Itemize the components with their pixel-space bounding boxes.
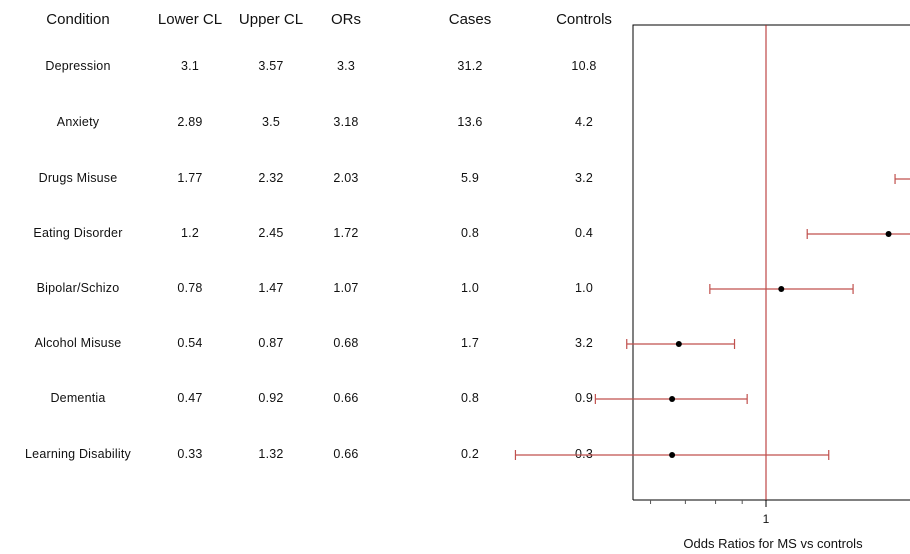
header-ors: ORs — [331, 11, 361, 28]
table-cell: 0.92 — [258, 391, 284, 405]
header-condition: Condition — [46, 11, 110, 28]
table-cell: 0.8 — [461, 391, 479, 405]
data-table: Condition Lower CL Upper CL ORs Cases Control… — [25, 11, 612, 461]
table-cell: 3.1 — [181, 59, 199, 73]
row-label: Alcohol Misuse — [34, 336, 122, 350]
table-cell: 1.77 — [177, 171, 203, 185]
x-tick-label: 1 — [763, 512, 770, 526]
table-cell: 0.66 — [333, 447, 359, 461]
row-label: Anxiety — [56, 115, 100, 129]
table-cell: 3.2 — [575, 171, 593, 185]
table-cell: 0.78 — [177, 281, 203, 295]
table-cell: 31.2 — [457, 59, 483, 73]
row-label: Bipolar/Schizo — [36, 281, 120, 295]
table-cell: 2.32 — [258, 171, 284, 185]
header-controls: Controls — [556, 11, 612, 28]
table-cell: 1.32 — [258, 447, 284, 461]
header-lower-cl: Lower CL — [157, 11, 223, 28]
row-label: Learning Disability — [25, 447, 131, 461]
table-cell: 1.72 — [333, 226, 359, 240]
table-cell: 3.18 — [333, 115, 359, 129]
header-cases: Cases — [448, 11, 492, 28]
or-point — [675, 341, 682, 347]
table-cell: 0.87 — [258, 336, 284, 350]
table-cell: 4.2 — [575, 115, 593, 129]
table-cell: 0.9 — [575, 391, 593, 405]
table-cell: 2.45 — [258, 226, 284, 240]
table-cell: 3.57 — [258, 59, 284, 73]
table-cell: 0.54 — [177, 336, 203, 350]
table-cell: 0.8 — [461, 226, 479, 240]
table-cell: 1.0 — [575, 281, 593, 295]
table-cell: 1.2 — [181, 226, 199, 240]
table-cell: 1.07 — [333, 281, 359, 295]
table-cell: 1.47 — [258, 281, 284, 295]
table-cell: 3.5 — [262, 115, 280, 129]
table-cell: 5.9 — [461, 171, 479, 185]
table-cell: 13.6 — [457, 115, 483, 129]
table-cell: 0.4 — [575, 226, 593, 240]
table-cell: 3.2 — [575, 336, 593, 350]
table-cell: 0.2 — [461, 447, 479, 461]
x-axis-label: Odds Ratios for MS vs controls — [683, 536, 863, 551]
or-point — [669, 452, 676, 458]
table-cell: 0.66 — [333, 391, 359, 405]
table-cell: 2.03 — [333, 171, 359, 185]
row-label: Depression — [45, 59, 111, 73]
row-label: Dementia — [50, 391, 106, 405]
table-cell: 0.3 — [575, 447, 593, 461]
row-label: Drugs Misuse — [38, 171, 118, 185]
table-cell: 2.89 — [177, 115, 203, 129]
table-cell: 1.0 — [461, 281, 479, 295]
table-cell: 3.3 — [337, 59, 355, 73]
table-cell: 1.7 — [461, 336, 479, 350]
table-cell: 10.8 — [571, 59, 597, 73]
or-point — [778, 286, 785, 292]
plot-frame — [632, 24, 910, 500]
table-cell: 0.68 — [333, 336, 359, 350]
table-cell: 0.47 — [177, 391, 203, 405]
header-upper-cl: Upper CL — [238, 11, 304, 28]
row-label: Eating Disorder — [33, 226, 123, 240]
or-point — [669, 396, 676, 402]
or-point — [885, 231, 892, 237]
table-cell: 0.33 — [177, 447, 203, 461]
